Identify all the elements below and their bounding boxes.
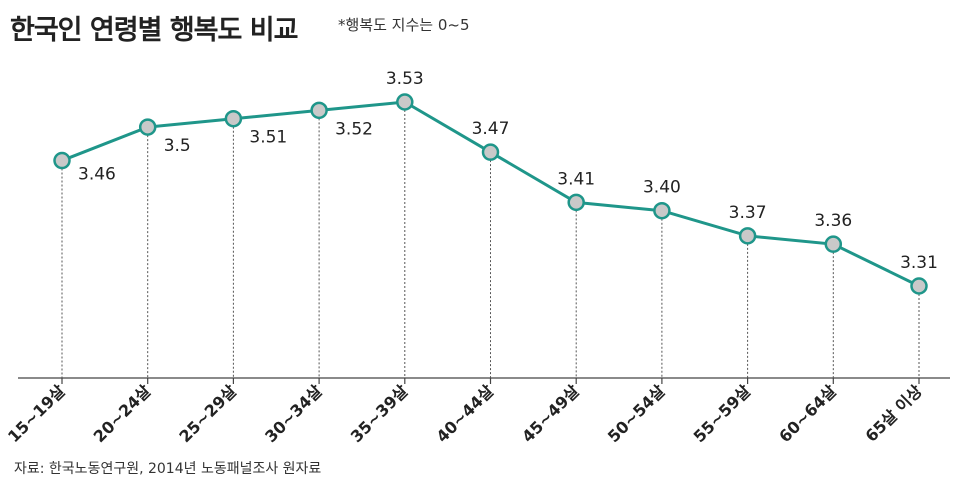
x-tick-label: 65살 이상: [861, 381, 926, 446]
x-tick-label: 60~64살: [775, 381, 840, 446]
data-label: 3.46: [78, 165, 116, 185]
data-label: 3.53: [386, 69, 424, 89]
data-label: 3.31: [900, 253, 938, 273]
data-point: [910, 277, 928, 295]
data-label: 3.52: [335, 119, 373, 139]
x-tick-label: 30~34살: [261, 381, 326, 446]
data-label: 3.36: [814, 211, 852, 231]
data-point: [738, 227, 757, 245]
x-tick-label: 25~29살: [175, 381, 240, 446]
data-point: [653, 201, 671, 220]
data-label: 3.40: [643, 178, 681, 198]
data-point: [396, 93, 414, 111]
data-point: [138, 118, 157, 136]
x-tick-label: 20~24살: [90, 381, 155, 446]
x-tick-label: 40~44살: [433, 381, 498, 446]
data-point: [824, 235, 843, 253]
data-point: [310, 101, 328, 120]
data-point: [53, 151, 71, 170]
data-label: 3.51: [249, 128, 287, 148]
x-tick-label: 55~59살: [690, 381, 755, 446]
scale-note: *행복도 지수는 0~5: [338, 16, 470, 34]
chart-title: 한국인 연령별 행복도 비교: [10, 15, 298, 46]
data-point: [481, 143, 500, 161]
x-tick-label: 50~54살: [604, 381, 669, 446]
data-point: [567, 193, 585, 212]
data-label: 3.5: [164, 136, 191, 156]
data-label: 3.41: [557, 169, 595, 189]
data-label: 3.47: [472, 119, 510, 139]
data-label: 3.37: [729, 203, 767, 223]
x-tick-label: 35~39살: [347, 381, 412, 446]
source-note: 자료: 한국노동연구원, 2014년 노동패널조사 원자료: [14, 461, 322, 477]
data-point: [224, 109, 243, 128]
x-tick-label: 45~49살: [518, 381, 583, 446]
x-tick-label: 15~19살: [4, 381, 69, 446]
